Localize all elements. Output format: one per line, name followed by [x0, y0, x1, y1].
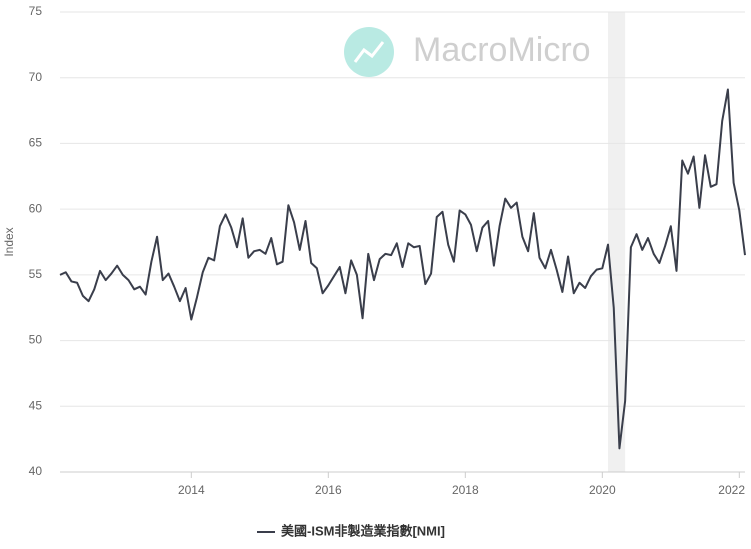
y-tick-label: 50: [29, 333, 43, 347]
y-tick-label: 55: [29, 267, 43, 281]
x-tick-label: 2020: [589, 483, 616, 497]
y-tick-label: 70: [29, 70, 43, 84]
x-tick-label: 2016: [315, 483, 342, 497]
legend-label: 美國-ISM非製造業指數[NMI]: [281, 523, 445, 538]
y-tick-label: 65: [29, 136, 43, 150]
y-tick-label: 60: [29, 201, 43, 215]
y-tick-label: 75: [29, 4, 43, 18]
y-tick-label: 40: [29, 464, 43, 478]
x-tick-label: 2018: [452, 483, 479, 497]
watermark: MacroMicro: [413, 31, 591, 69]
y-tick-label: 45: [29, 398, 43, 412]
logo: [344, 27, 394, 77]
shaded-range: [608, 12, 626, 472]
y-axis-label: Index: [2, 227, 16, 256]
line: [59, 88, 746, 450]
x-tick-label: 2014: [178, 483, 205, 497]
x-tick-label: 2022: [718, 483, 745, 497]
